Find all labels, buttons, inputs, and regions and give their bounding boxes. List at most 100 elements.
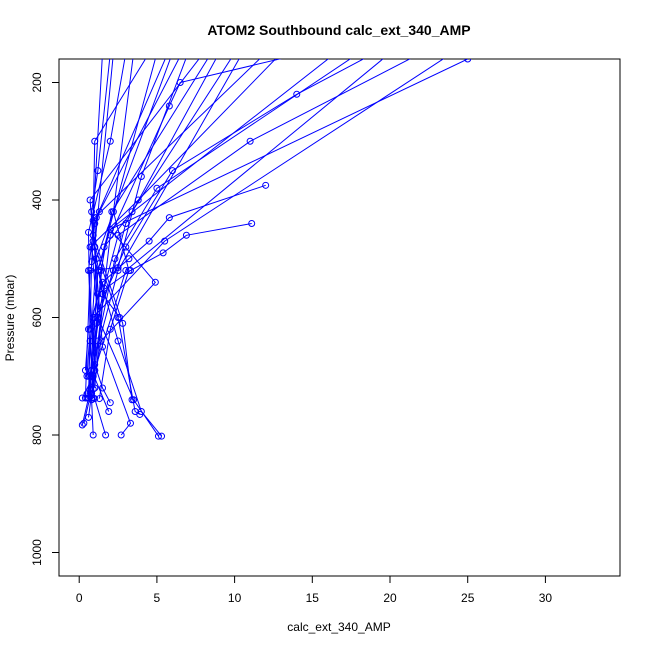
data-point xyxy=(165,50,171,56)
data-point xyxy=(216,50,222,56)
data-point xyxy=(387,50,393,56)
data-point xyxy=(262,181,270,189)
data-point xyxy=(116,314,124,321)
data-point xyxy=(201,50,207,56)
profile-line-3 xyxy=(86,59,468,399)
data-point xyxy=(91,243,99,251)
data-point xyxy=(86,267,94,274)
data-point xyxy=(94,314,102,321)
profile-line-2 xyxy=(83,59,445,424)
data-point xyxy=(134,196,142,204)
plot-frame xyxy=(58,58,621,577)
profile-line-11 xyxy=(86,223,252,377)
profile-line-8 xyxy=(97,59,162,437)
data-point xyxy=(107,50,113,56)
data-point xyxy=(161,237,169,245)
data-point xyxy=(100,50,106,56)
data-point xyxy=(239,50,245,56)
data-point xyxy=(78,394,86,402)
data-point xyxy=(169,50,175,56)
profile-line-20 xyxy=(89,59,277,389)
data-point xyxy=(81,394,89,402)
data-point xyxy=(102,431,110,439)
data-point xyxy=(94,290,102,298)
data-point xyxy=(97,267,105,274)
profile-line-13 xyxy=(88,59,365,399)
data-point xyxy=(110,50,116,56)
data-point xyxy=(99,384,107,392)
data-point xyxy=(95,395,103,403)
data-point xyxy=(293,90,301,98)
data-point xyxy=(114,231,122,239)
data-point xyxy=(119,319,127,327)
x-tick-label: 15 xyxy=(306,591,320,605)
data-point xyxy=(232,50,238,56)
data-point xyxy=(100,243,108,251)
data-point xyxy=(263,50,269,56)
data-point xyxy=(106,137,114,145)
data-point xyxy=(185,50,191,56)
data-point xyxy=(371,50,377,56)
data-point xyxy=(122,267,130,274)
profile-lines xyxy=(81,59,468,437)
data-point xyxy=(179,50,185,56)
x-tick-label: 20 xyxy=(383,591,397,605)
data-point xyxy=(94,167,102,175)
y-tick-label: 1000 xyxy=(30,539,44,566)
data-point xyxy=(106,399,114,407)
data-point xyxy=(208,50,214,56)
data-point xyxy=(114,267,122,274)
data-point xyxy=(86,243,94,251)
data-point xyxy=(108,208,116,216)
profile-markers xyxy=(78,50,472,440)
data-point xyxy=(137,173,145,180)
data-point xyxy=(125,255,133,263)
data-point xyxy=(153,184,161,192)
data-point xyxy=(86,196,94,204)
y-tick-label: 200 xyxy=(30,72,44,92)
data-point xyxy=(91,366,99,374)
data-point xyxy=(158,432,166,440)
data-point xyxy=(418,50,424,56)
data-point xyxy=(125,267,133,274)
data-point xyxy=(109,267,117,274)
data-point xyxy=(168,167,176,175)
data-point xyxy=(146,50,152,56)
data-point xyxy=(176,79,184,86)
data-point xyxy=(128,396,136,404)
y-tick-label: 600 xyxy=(30,307,44,327)
data-point xyxy=(114,337,122,345)
profile-line-21 xyxy=(86,59,351,395)
data-point xyxy=(151,278,159,286)
data-point xyxy=(464,59,472,63)
data-point xyxy=(94,337,102,345)
y-tick-label: 800 xyxy=(30,425,44,445)
data-point xyxy=(122,243,130,251)
profile-line-19 xyxy=(89,59,411,377)
data-point xyxy=(88,366,96,374)
data-point xyxy=(85,413,93,421)
x-tick-label: 30 xyxy=(539,591,553,605)
data-point xyxy=(126,419,134,427)
data-point xyxy=(159,249,167,257)
profile-line-22 xyxy=(87,59,126,390)
data-point xyxy=(165,214,173,222)
data-point xyxy=(80,419,88,427)
data-point xyxy=(106,231,114,239)
data-point xyxy=(105,408,113,415)
data-point xyxy=(94,267,102,274)
data-point xyxy=(154,432,162,440)
data-point xyxy=(182,231,190,239)
data-point xyxy=(246,137,254,145)
plot-area xyxy=(78,50,472,440)
data-point xyxy=(111,255,119,263)
data-point xyxy=(85,325,93,333)
data-point xyxy=(131,50,137,56)
data-point xyxy=(95,208,103,216)
data-point xyxy=(248,220,256,227)
x-tick-label: 5 xyxy=(154,591,161,605)
y-axis: 200 400 600 800 1000 xyxy=(30,72,60,566)
data-point xyxy=(302,50,308,56)
data-point xyxy=(78,421,86,429)
